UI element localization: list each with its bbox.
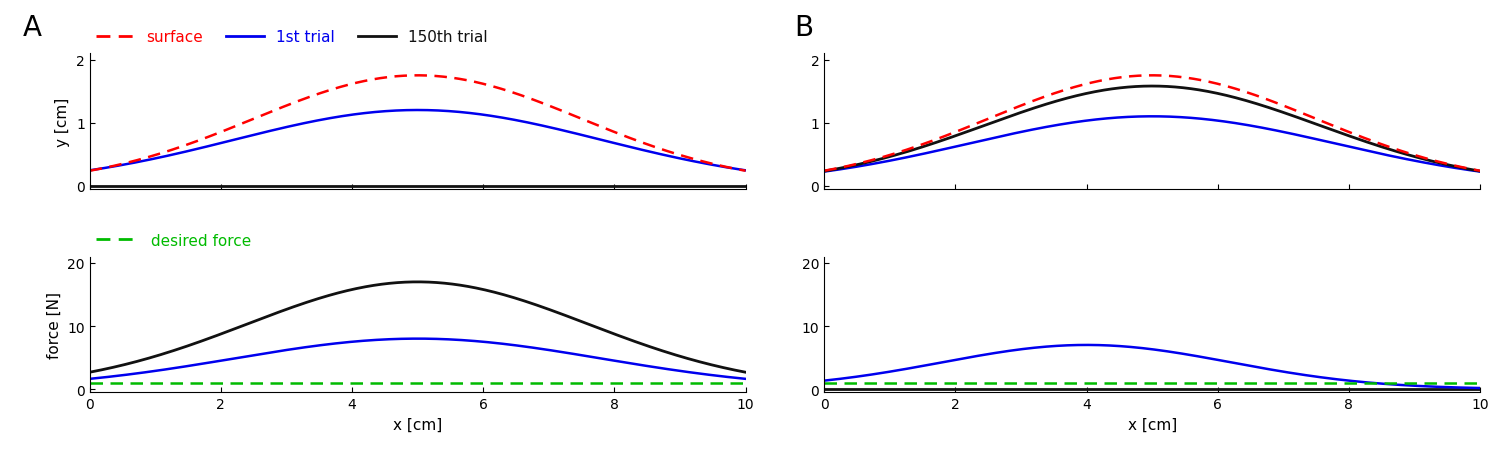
X-axis label: x [cm]: x [cm] <box>393 417 443 432</box>
X-axis label: x [cm]: x [cm] <box>1127 417 1177 432</box>
Y-axis label: force [N]: force [N] <box>46 291 61 358</box>
Legend:  desired force: desired force <box>90 227 257 254</box>
Y-axis label: y [cm]: y [cm] <box>55 97 70 146</box>
Text: B: B <box>794 14 813 41</box>
Text: A: A <box>22 14 42 41</box>
Legend: surface, 1st trial, 150th trial: surface, 1st trial, 150th trial <box>90 24 495 51</box>
